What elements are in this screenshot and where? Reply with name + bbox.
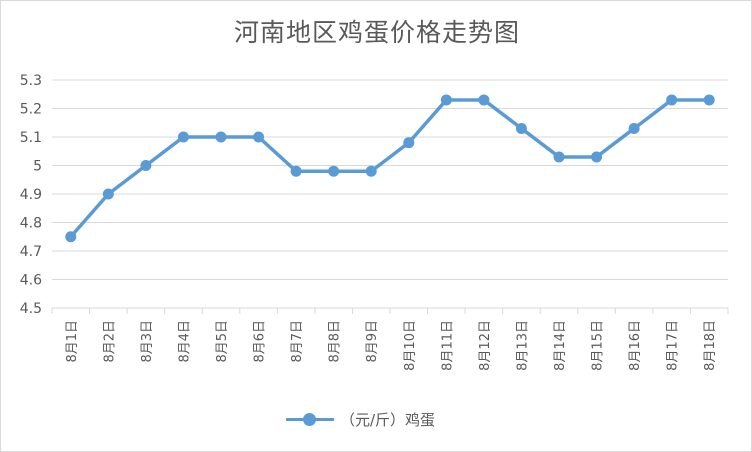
x-tick-label: 8月6日: [253, 320, 268, 363]
x-tick-label: 8月14日: [553, 320, 568, 371]
data-point: [478, 94, 490, 106]
data-point: [666, 94, 678, 106]
chart-title: 河南地区鸡蛋价格走势图: [233, 18, 520, 47]
x-tick-label: 8月12日: [478, 320, 493, 371]
data-point: [102, 188, 114, 200]
y-tick-label: 5.3: [20, 73, 42, 89]
legend-marker-icon: [286, 408, 334, 430]
data-point: [591, 151, 603, 163]
x-tick-label: 8月18日: [703, 320, 718, 371]
data-point: [65, 231, 77, 243]
x-tick-label: 8月15日: [591, 320, 606, 371]
y-tick-label: 4.7: [20, 244, 42, 260]
x-tick-label: 8月1日: [65, 320, 80, 363]
x-tick-label: 8月9日: [365, 320, 380, 363]
x-tick-label: 8月4日: [177, 320, 192, 363]
data-point: [290, 165, 302, 177]
data-point: [440, 94, 452, 106]
x-tick-label: 8月11日: [440, 320, 455, 371]
data-point: [553, 151, 565, 163]
x-tick-label: 8月13日: [515, 320, 530, 371]
data-point: [365, 165, 377, 177]
x-tick-label: 8月3日: [140, 320, 155, 363]
data-point: [215, 131, 227, 143]
x-tick-label: 8月7日: [290, 320, 305, 363]
y-tick-label: 5: [33, 159, 42, 175]
x-tick-label: 8月8日: [328, 320, 343, 363]
data-point: [403, 137, 415, 149]
data-point: [703, 94, 715, 106]
y-tick-label: 5.2: [20, 102, 42, 118]
x-tick-label: 8月16日: [628, 320, 643, 371]
legend: （元/斤）鸡蛋: [286, 408, 435, 430]
x-tick-label: 8月10日: [403, 320, 418, 371]
y-tick-label: 4.9: [20, 187, 42, 203]
data-point: [628, 122, 640, 134]
y-tick-label: 4.8: [20, 216, 42, 232]
data-point: [253, 131, 265, 143]
data-point: [177, 131, 189, 143]
data-point: [140, 160, 152, 171]
x-tick-label: 8月2日: [102, 320, 117, 363]
y-tick-label: 4.5: [20, 301, 42, 317]
legend-label: （元/斤）鸡蛋: [340, 410, 436, 429]
data-point: [328, 165, 340, 177]
x-tick-label: 8月17日: [666, 320, 681, 371]
data-point: [515, 122, 527, 134]
series-line: [69, 98, 710, 238]
x-tick-label: 8月5日: [215, 320, 230, 363]
y-tick-label: 4.6: [20, 273, 42, 289]
y-tick-label: 5.1: [20, 130, 42, 146]
